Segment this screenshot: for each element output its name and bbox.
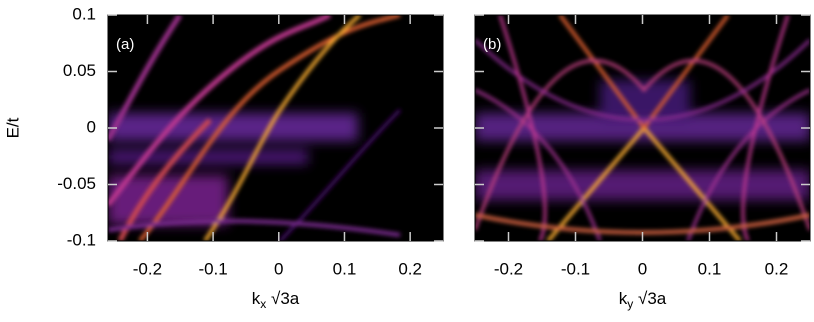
panel-label: (a): [116, 36, 134, 53]
x-axis-label-base: k: [619, 289, 628, 308]
x-tick-label: 0.2: [398, 259, 422, 278]
x-axis-label: kx √3a: [252, 289, 300, 311]
x-axis-label-rest: √3a: [633, 289, 667, 308]
x-axis-label: ky √3a: [619, 289, 667, 311]
y-tick-label: 0.05: [63, 61, 96, 80]
x-tick-label: 0.1: [698, 259, 722, 278]
x-axis-label-rest: √3a: [266, 289, 300, 308]
y-tick-label: 0.1: [72, 4, 96, 23]
x-tick-label: -0.2: [494, 259, 523, 278]
x-tick-label: -0.1: [561, 259, 590, 278]
x-axis-label-sub: x: [260, 297, 266, 311]
panel-label: (b): [483, 36, 501, 53]
heatmap-b: [475, 15, 810, 241]
x-tick-label: 0.2: [765, 259, 789, 278]
x-axis-label-sub: y: [627, 297, 633, 311]
x-tick-label: 0.1: [333, 259, 357, 278]
x-tick-label: -0.2: [133, 259, 162, 278]
heatmap-a: [108, 15, 402, 241]
x-tick-label: 0: [274, 259, 283, 278]
y-tick-label: 0: [87, 117, 96, 136]
x-tick-label: 0: [638, 259, 647, 278]
x-tick-label: -0.1: [198, 259, 227, 278]
x-axis-label-base: k: [252, 289, 261, 308]
y-tick-label: -0.1: [67, 230, 96, 249]
y-axis-label: E/t: [3, 117, 22, 138]
y-tick-label: -0.05: [57, 174, 96, 193]
